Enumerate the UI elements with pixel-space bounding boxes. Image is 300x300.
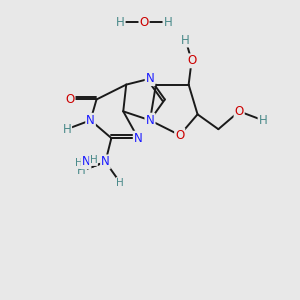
Text: N: N	[101, 155, 110, 168]
Text: H: H	[164, 16, 172, 29]
Text: H: H	[62, 123, 71, 136]
Text: N: N	[134, 132, 142, 145]
Text: O: O	[65, 93, 74, 106]
Text: H: H	[90, 155, 98, 165]
Text: N: N	[146, 72, 154, 85]
Text: H: H	[181, 34, 190, 46]
Text: H: H	[116, 16, 125, 29]
Text: H: H	[259, 114, 267, 127]
Text: O: O	[175, 129, 184, 142]
Text: O: O	[187, 54, 196, 67]
Text: O: O	[235, 105, 244, 118]
Text: H: H	[77, 164, 86, 177]
Text: H: H	[75, 158, 83, 168]
Text: O: O	[65, 93, 74, 106]
Text: N: N	[146, 114, 154, 127]
Text: H: H	[116, 178, 124, 188]
Text: N: N	[86, 114, 95, 127]
Text: N: N	[82, 155, 91, 168]
Text: O: O	[140, 16, 149, 29]
Text: N: N	[146, 114, 154, 127]
